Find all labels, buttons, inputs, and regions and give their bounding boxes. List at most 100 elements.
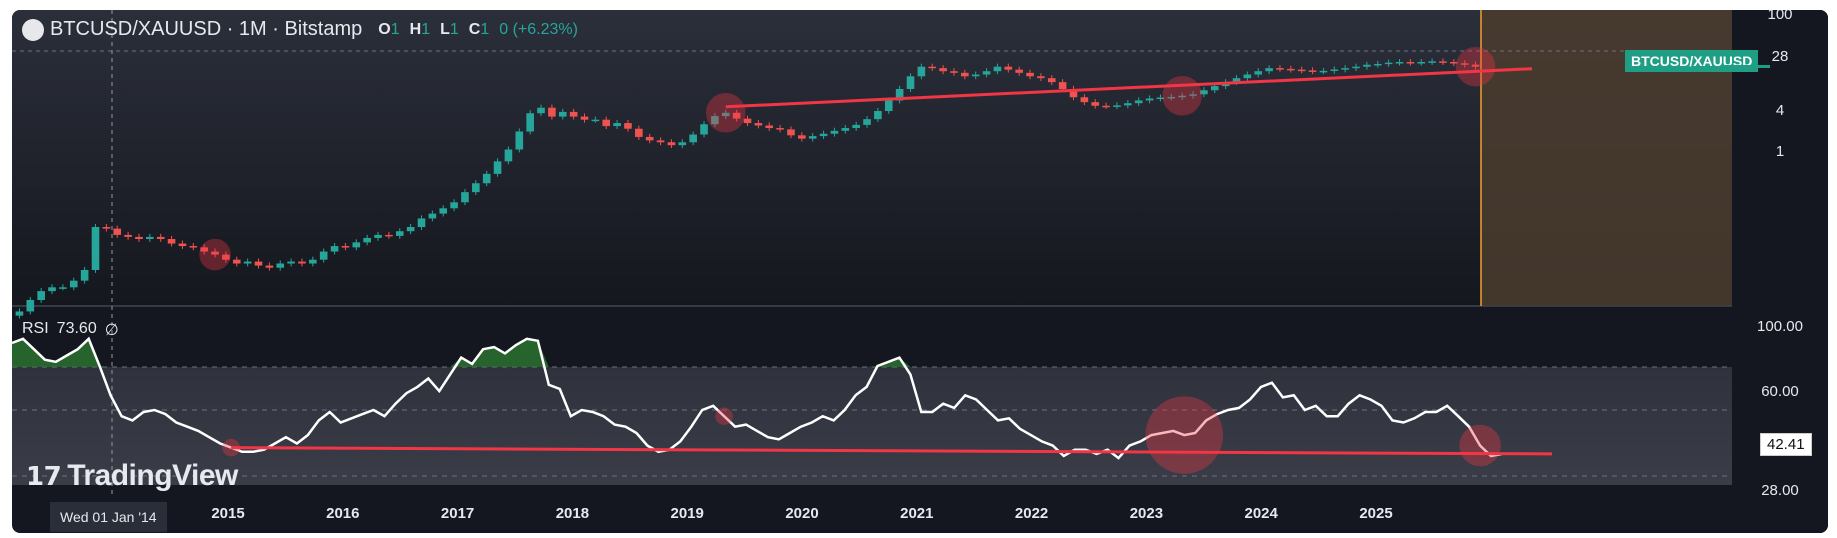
candle-down [580, 116, 589, 120]
tradingview-logo[interactable]: 𝟭𝟳 TradingView [26, 459, 238, 493]
price-highlight-circle[interactable] [1455, 46, 1496, 87]
rsi-tick-label: 100.00 [1757, 318, 1803, 335]
candle-down [254, 261, 263, 266]
candle-down [754, 123, 763, 126]
rsi-trendline[interactable] [231, 446, 1553, 456]
price-highlight-circle[interactable] [706, 93, 746, 133]
low-value: 1 [449, 20, 459, 38]
candle-up [515, 131, 524, 150]
candle-up [482, 173, 491, 184]
rsi-line[interactable] [12, 336, 1503, 460]
candle-up [819, 133, 828, 137]
candle-down [602, 119, 611, 127]
candle-down [113, 228, 122, 235]
close-label: C [468, 20, 481, 38]
year-tick-label: 2017 [441, 505, 474, 522]
candle-up [439, 208, 448, 214]
candle-up [1189, 94, 1197, 96]
candle-up [493, 161, 502, 174]
year-tick-label: 2020 [785, 505, 818, 522]
candle-down [1406, 62, 1415, 64]
candle-up [558, 111, 567, 117]
candle-up [1200, 90, 1208, 95]
candle-down [548, 107, 556, 117]
candle-up [363, 237, 371, 243]
candle-down [341, 246, 350, 248]
rsi-highlight-circle[interactable] [222, 438, 240, 457]
drawing-layer[interactable] [199, 46, 1553, 474]
symbol-price-pill[interactable]: BTCUSD/XAUUSD [1625, 50, 1759, 72]
price-marker-line [1725, 65, 1770, 68]
rsi-tick-label: 28.00 [1761, 482, 1799, 499]
candle-up [69, 280, 78, 288]
candle-up [450, 202, 458, 209]
candle-series[interactable] [15, 58, 1480, 319]
candle-up [91, 227, 100, 270]
candle-up [395, 231, 404, 236]
rsi-series[interactable] [12, 336, 1503, 460]
bitcoin-logo-icon[interactable] [22, 18, 44, 41]
candle-down [1450, 62, 1458, 64]
candle-down [156, 236, 165, 240]
candle-up [852, 124, 860, 129]
candle-down [222, 254, 230, 260]
candle-up [700, 124, 708, 135]
chart-header: BTCUSD/XAUUSD · 1M · Bitstamp O1 H1 L1 C… [22, 18, 578, 41]
candle-up [971, 74, 980, 77]
price-trendline[interactable] [725, 67, 1533, 109]
candle-down [569, 111, 578, 117]
candle-up [1167, 96, 1176, 99]
candle-up [1352, 66, 1360, 69]
candle-up [1210, 86, 1219, 91]
price-tick-label: 28 [1772, 48, 1789, 65]
candle-up [80, 269, 89, 281]
year-tick-label: 2015 [211, 505, 244, 522]
chart-canvas[interactable]: 100 28 4 1 100.00 60.00 28.00 2015 2016 2017 2018… [12, 10, 1828, 533]
rsi-highlight-circle[interactable] [1145, 396, 1224, 474]
candle-up [15, 311, 24, 316]
candle-up [1145, 98, 1154, 101]
candle-down [1015, 69, 1023, 73]
rsi-highlight-circle[interactable] [715, 407, 733, 425]
candle-down [1037, 76, 1045, 79]
candle-down [765, 125, 774, 129]
time-axis-labels: 2015 2016 2017 2018 2019 2020 2021 2022 2023 2024… [211, 505, 1392, 522]
candle-down [232, 259, 241, 264]
open-label: O [378, 20, 391, 38]
price-highlight-circle[interactable] [199, 238, 231, 271]
rsi-highlight-circle[interactable] [1459, 424, 1501, 467]
candle-up [917, 66, 926, 77]
price-axis-labels: 100 28 4 1 100.00 60.00 28.00 [1757, 10, 1803, 499]
candle-up [1373, 63, 1382, 66]
rsi-null-icon[interactable]: ∅ [104, 322, 119, 339]
candle-down [743, 118, 752, 124]
candle-down [961, 72, 969, 77]
rsi-tick-label: 60.00 [1761, 383, 1799, 400]
symbol-title[interactable]: BTCUSD/XAUUSD · 1M · Bitstamp [50, 18, 363, 40]
price-tick-label: 4 [1776, 102, 1784, 119]
candle-down [211, 251, 219, 255]
rsi-band-bg [12, 367, 1732, 485]
rsi-value-pill[interactable]: 42.41 [1760, 433, 1812, 456]
candle-up [428, 213, 437, 219]
candle-up [287, 261, 295, 264]
year-tick-label: 2022 [1015, 505, 1048, 522]
candle-up [1178, 95, 1186, 98]
candle-up [884, 100, 893, 112]
close-value: 1 [480, 20, 490, 38]
candle-down [798, 135, 806, 139]
candle-down [135, 236, 143, 240]
candle-down [1058, 82, 1067, 89]
candle-down [102, 227, 111, 229]
candle-up [689, 134, 697, 143]
candle-up [906, 76, 915, 89]
candle-up [895, 88, 904, 101]
price-highlight-circle[interactable] [1162, 76, 1202, 116]
price-tick-label: 1 [1776, 143, 1784, 160]
candle-down [1080, 97, 1089, 103]
rsi-header[interactable]: RSI 73.60 ∅ [22, 320, 119, 340]
rsi-label: RSI [22, 320, 49, 337]
candle-down [200, 247, 208, 252]
candle-up [613, 123, 621, 127]
candle-up [352, 242, 361, 248]
